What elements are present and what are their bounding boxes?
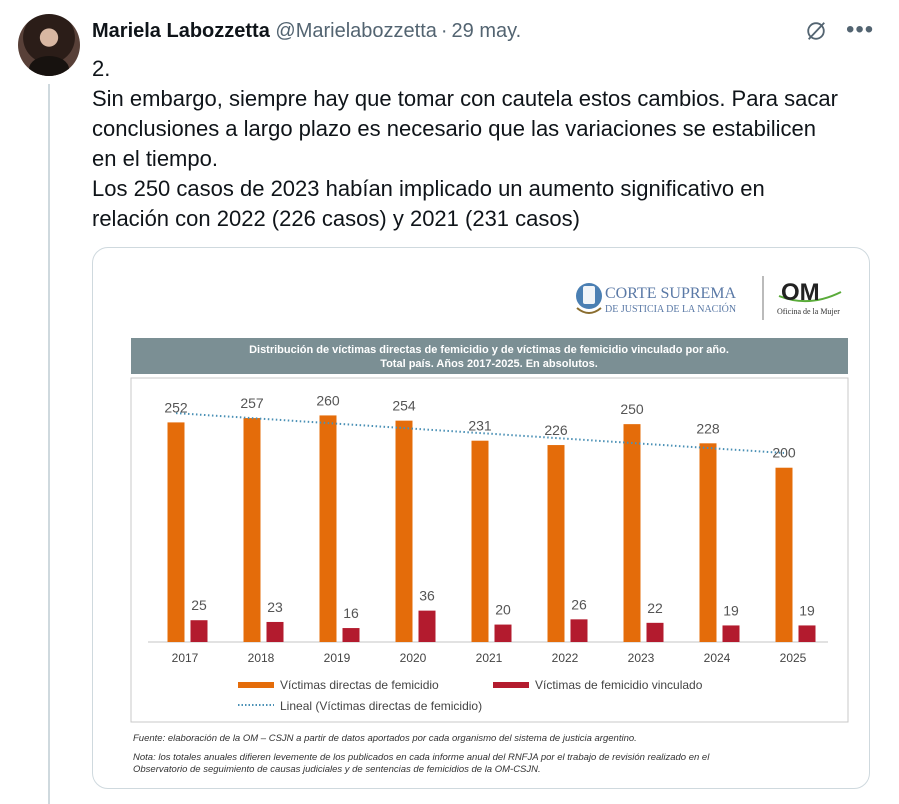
grok-icon[interactable] xyxy=(805,20,827,42)
bar-direct-2025 xyxy=(775,467,793,642)
chart-subtitle: Total país. Años 2017-2025. En absolutos… xyxy=(380,358,598,370)
x-tick-2018: 2018 xyxy=(248,651,275,665)
separator-dot: · xyxy=(440,20,448,42)
bars-layer xyxy=(167,415,816,642)
bar-linked-2019 xyxy=(342,628,360,642)
x-tick-2023: 2023 xyxy=(628,651,655,665)
bar-linked-2020 xyxy=(418,610,436,642)
author-avatar[interactable] xyxy=(18,14,80,76)
tweet-line: 2. xyxy=(92,56,111,81)
author-name[interactable]: Mariela Labozzetta xyxy=(92,20,270,42)
trendline-layer xyxy=(175,412,785,454)
label-direct-2025: 200 xyxy=(772,445,796,461)
bar-linked-2022 xyxy=(570,619,588,642)
label-direct-2019: 260 xyxy=(316,392,340,408)
label-direct-2017: 252 xyxy=(164,399,188,415)
label-direct-2022: 226 xyxy=(544,422,568,438)
om-mark: OM xyxy=(781,279,820,306)
bar-linked-2024 xyxy=(722,625,740,642)
more-horizontal-icon[interactable]: ••• xyxy=(846,16,875,43)
note-line1: Nota: los totales anuales difieren levem… xyxy=(133,752,710,763)
legend-label-direct: Víctimas directas de femicidio xyxy=(280,678,439,692)
bar-linked-2017 xyxy=(190,620,208,642)
om-subtitle: Oficina de la Mujer xyxy=(777,307,840,316)
author-handle[interactable]: @Marielabozzetta xyxy=(275,20,437,42)
trendline xyxy=(175,412,785,454)
legend-swatch-direct xyxy=(238,682,274,688)
tweet-line: Sin embargo, siempre hay que tomar con c… xyxy=(92,86,838,111)
x-tick-2019: 2019 xyxy=(324,651,351,665)
bar-direct-2024 xyxy=(699,443,717,642)
bar-linked-2021 xyxy=(494,624,512,642)
bar-direct-2023 xyxy=(623,424,641,642)
tweet-text: 2. Sin embargo, siempre hay que tomar co… xyxy=(92,54,882,234)
om-swoosh xyxy=(778,291,842,303)
tweet-date[interactable]: 29 may. xyxy=(451,20,522,42)
labels-layer: 2522520172572320182601620192543620202312… xyxy=(164,392,815,665)
x-tick-2017: 2017 xyxy=(172,651,199,665)
label-linked-2017: 25 xyxy=(191,597,207,613)
label-direct-2020: 254 xyxy=(392,398,416,414)
label-linked-2023: 22 xyxy=(647,600,663,616)
bar-direct-2019 xyxy=(319,415,337,642)
chart-title: Distribución de víctimas directas de fem… xyxy=(249,344,729,356)
label-direct-2021: 231 xyxy=(468,418,492,434)
label-direct-2018: 257 xyxy=(240,395,264,411)
court-name-line1: CORTE SUPREMA xyxy=(605,285,737,302)
label-direct-2023: 250 xyxy=(620,401,644,417)
bar-linked-2018 xyxy=(266,621,284,642)
tweet-line: conclusiones a largo plazo es necesario … xyxy=(92,116,816,141)
tweet-media-card[interactable]: CORTE SUPREMA DE JUSTICIA DE LA NACIÓN O… xyxy=(92,247,870,789)
note-line2: Observatorio de seguimiento de causas ju… xyxy=(133,764,541,775)
thread-line xyxy=(48,84,50,804)
bar-linked-2025 xyxy=(798,625,816,642)
court-logo xyxy=(576,283,602,314)
label-linked-2024: 19 xyxy=(723,602,739,618)
label-linked-2021: 20 xyxy=(495,602,511,618)
bar-direct-2022 xyxy=(547,445,565,642)
legend-swatch-linked xyxy=(493,682,529,688)
bar-direct-2020 xyxy=(395,420,413,642)
x-tick-2025: 2025 xyxy=(780,651,807,665)
chart-image: CORTE SUPREMA DE JUSTICIA DE LA NACIÓN O… xyxy=(130,276,849,775)
chart-title-bar xyxy=(131,338,848,374)
tweet-line: en el tiempo. xyxy=(92,146,218,171)
label-linked-2025: 19 xyxy=(799,602,815,618)
legend-label-linked: Víctimas de femicidio vinculado xyxy=(535,678,703,692)
x-tick-2022: 2022 xyxy=(552,651,579,665)
label-direct-2024: 228 xyxy=(696,420,720,436)
tweet-header: Mariela Labozzetta @Marielabozzetta · 29 m… xyxy=(92,18,521,44)
bar-direct-2021 xyxy=(471,440,489,642)
label-linked-2018: 23 xyxy=(267,599,283,615)
x-tick-2020: 2020 xyxy=(400,651,427,665)
label-linked-2022: 26 xyxy=(571,596,587,612)
tweet-line: Los 250 casos de 2023 habían implicado u… xyxy=(92,176,765,201)
label-linked-2020: 36 xyxy=(419,588,435,604)
bar-direct-2017 xyxy=(167,422,185,642)
bar-linked-2023 xyxy=(646,622,664,642)
x-tick-2021: 2021 xyxy=(476,651,503,665)
x-tick-2024: 2024 xyxy=(704,651,731,665)
tweet-line: relación con 2022 (226 casos) y 2021 (23… xyxy=(92,206,580,231)
label-linked-2019: 16 xyxy=(343,605,359,621)
bar-direct-2018 xyxy=(243,418,261,642)
legend-label-trend: Lineal (Víctimas directas de femicidio) xyxy=(280,699,482,713)
court-name-line2: DE JUSTICIA DE LA NACIÓN xyxy=(605,303,736,315)
source-note: Fuente: elaboración de la OM – CSJN a pa… xyxy=(133,733,637,744)
